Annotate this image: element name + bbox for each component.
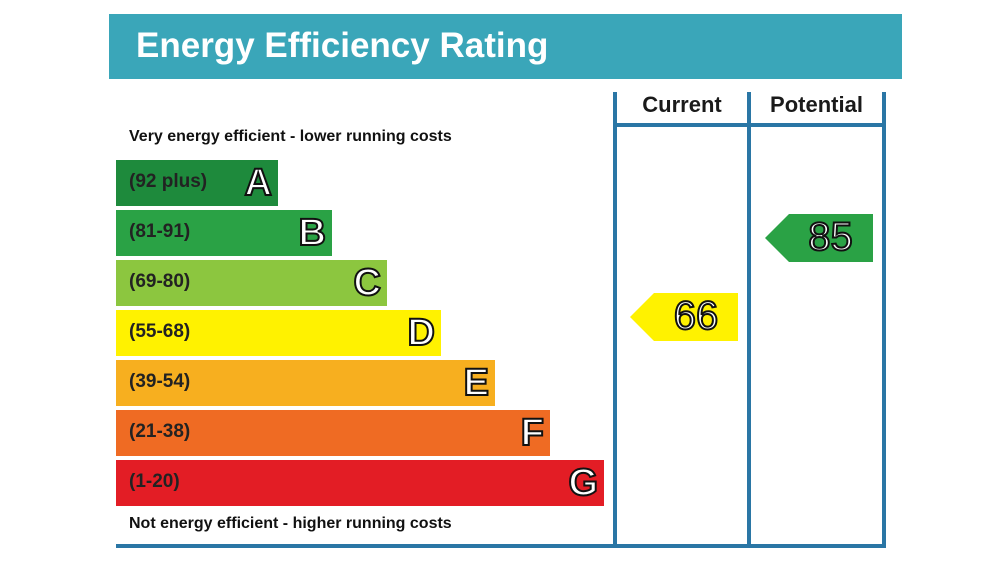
potential-arrow-shape xyxy=(764,214,873,262)
band-c: (69-80) C xyxy=(116,260,387,306)
potential-rating-arrow: 85 xyxy=(764,214,873,262)
band-letter: A xyxy=(244,161,273,205)
potential-column-header: Potential xyxy=(770,92,863,117)
band-e: (39-54) E xyxy=(116,360,495,406)
band-range-label: (81-91) xyxy=(129,221,191,242)
frame-right xyxy=(882,92,886,548)
band-range-label: (39-54) xyxy=(129,371,191,392)
current-rating-arrow: 66 xyxy=(630,293,738,341)
band-letter: B xyxy=(298,211,327,255)
bottom-note: Not energy efficient - higher running co… xyxy=(129,515,452,532)
band-f: (21-38) F xyxy=(116,410,550,456)
band-letter: C xyxy=(353,261,382,305)
potential-arrow-polygon xyxy=(764,214,873,262)
current-rating-value: 66 xyxy=(673,293,720,339)
chart-title: Energy Efficiency Rating xyxy=(136,26,549,65)
band-letter: E xyxy=(463,361,490,405)
band-b: (81-91) B xyxy=(116,210,332,256)
band-range-label: (1-20) xyxy=(129,471,180,492)
band-range-label: (92 plus) xyxy=(129,171,208,192)
band-range-label: (55-68) xyxy=(129,321,191,342)
band-letter: D xyxy=(407,311,436,355)
band-g: (1-20) G xyxy=(116,460,604,506)
top-note: Very energy efficient - lower running co… xyxy=(129,128,452,145)
band-range-label: (21-38) xyxy=(129,421,191,442)
band-letter: G xyxy=(567,461,599,505)
frame-left-of-current xyxy=(613,92,617,548)
current-column-header: Current xyxy=(642,92,722,117)
frame-between-columns xyxy=(747,92,751,548)
frame-bottom xyxy=(116,544,886,548)
band-a: (92 plus) A xyxy=(116,160,278,206)
frame-header-divider xyxy=(613,123,886,127)
current-arrow-shape xyxy=(630,293,738,341)
current-arrow-polygon xyxy=(630,293,738,341)
title-banner: Energy Efficiency Rating xyxy=(109,14,902,79)
band-range-label: (69-80) xyxy=(129,271,191,292)
band-d: (55-68) D xyxy=(116,310,441,356)
band-letter: F xyxy=(520,411,545,455)
potential-rating-value: 85 xyxy=(807,214,854,260)
